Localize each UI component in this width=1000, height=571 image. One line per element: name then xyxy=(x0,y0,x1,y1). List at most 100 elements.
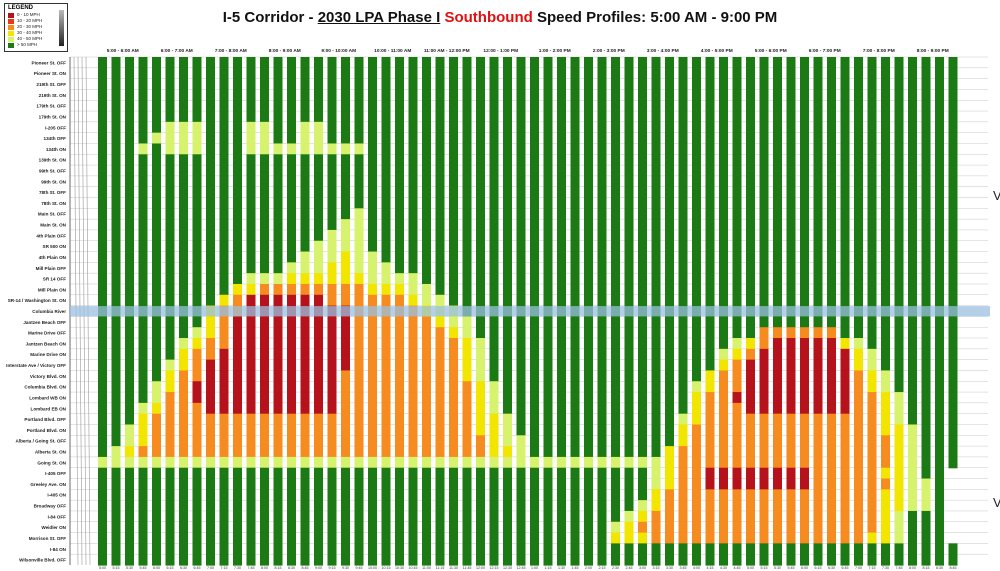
speed-cell xyxy=(665,521,674,534)
speed-cell xyxy=(530,175,539,188)
speed-cell xyxy=(408,100,418,112)
speed-cell xyxy=(665,338,674,350)
speed-cell xyxy=(759,208,769,220)
speed-cell xyxy=(881,327,890,339)
speed-cell xyxy=(476,381,485,393)
speed-cell xyxy=(273,554,283,566)
speed-cell xyxy=(233,175,242,188)
speed-cell xyxy=(732,294,742,307)
speed-cell xyxy=(395,338,404,350)
speed-cell xyxy=(516,251,526,263)
speed-cell xyxy=(854,456,863,469)
speed-cell xyxy=(719,67,728,80)
speed-cell xyxy=(395,316,404,328)
speed-cell xyxy=(773,262,782,274)
speed-cell xyxy=(854,165,863,177)
speed-cell xyxy=(908,100,917,112)
speed-cell xyxy=(179,143,188,155)
speed-cell xyxy=(314,111,323,123)
speed-cell xyxy=(638,402,647,415)
speed-cell xyxy=(854,392,863,404)
speed-cell xyxy=(327,467,337,480)
speed-cell xyxy=(476,208,485,220)
hour-label: 5:00 - 6:00 PM xyxy=(755,48,787,54)
speed-cell xyxy=(260,229,269,242)
speed-cell xyxy=(219,392,229,404)
speed-cell xyxy=(435,402,445,415)
speed-cell xyxy=(705,165,715,177)
speed-cell xyxy=(165,359,175,372)
speed-cell xyxy=(665,186,674,199)
speed-cell xyxy=(840,121,850,134)
interval-label: 6:15 xyxy=(815,566,822,570)
speed-cell xyxy=(867,57,877,69)
speed-cell xyxy=(435,132,445,145)
speed-cell xyxy=(408,392,418,404)
speed-cell xyxy=(746,370,755,382)
speed-cell xyxy=(368,111,377,123)
speed-cell xyxy=(449,57,458,69)
speed-cell xyxy=(381,413,391,426)
speed-cell xyxy=(408,273,418,285)
speed-cell xyxy=(179,327,188,339)
interval-label: 4:30 xyxy=(720,566,727,570)
speed-cell xyxy=(705,413,715,426)
speed-cell xyxy=(597,154,607,166)
speed-cell xyxy=(111,370,121,382)
speed-cell xyxy=(152,89,161,101)
speed-cell xyxy=(773,89,782,101)
speed-cell xyxy=(746,348,755,361)
speed-cell xyxy=(462,67,472,80)
speed-cell xyxy=(260,467,269,480)
speed-cell xyxy=(462,381,472,393)
speed-cell xyxy=(354,521,364,534)
speed-cell xyxy=(462,435,472,447)
speed-cell xyxy=(759,294,769,307)
speed-cell xyxy=(530,521,539,534)
speed-cell xyxy=(192,57,202,69)
speed-cell xyxy=(327,197,337,209)
speed-cell xyxy=(665,121,674,134)
speed-cell xyxy=(260,219,269,231)
interval-label: 11:00 xyxy=(422,566,431,570)
speed-cell xyxy=(489,521,499,534)
speed-cell xyxy=(530,327,539,339)
speed-cell xyxy=(867,78,877,91)
speed-cell xyxy=(111,197,121,209)
speed-cell xyxy=(489,78,499,91)
speed-cell xyxy=(233,78,242,91)
speed-cell xyxy=(705,392,715,404)
speed-cell xyxy=(867,132,877,145)
speed-cell xyxy=(678,100,688,112)
speed-cell xyxy=(354,327,364,339)
speed-cell xyxy=(557,78,566,91)
interval-label: 1:15 xyxy=(545,566,552,570)
speed-cell xyxy=(381,67,391,80)
speed-cell xyxy=(206,446,215,458)
speed-cell xyxy=(260,435,269,447)
scroll-marker-top: V xyxy=(993,188,1000,203)
speed-cell xyxy=(597,100,607,112)
speed-cell xyxy=(314,521,323,534)
speed-cell xyxy=(192,554,202,566)
speed-cell xyxy=(773,327,782,339)
speed-cell xyxy=(624,338,634,350)
speed-cell xyxy=(570,89,580,101)
speed-cell xyxy=(449,229,458,242)
speed-cell xyxy=(327,143,337,155)
speed-cell xyxy=(746,456,755,469)
speed-cell xyxy=(287,283,296,296)
speed-cell xyxy=(246,338,256,350)
speed-cell xyxy=(759,435,769,447)
speed-cell xyxy=(638,143,647,155)
speed-cell xyxy=(449,446,458,458)
speed-cell xyxy=(705,348,715,361)
speed-cell xyxy=(719,283,728,296)
speed-cell xyxy=(462,370,472,382)
speed-cell xyxy=(354,316,364,328)
speed-cell xyxy=(98,510,107,523)
interval-label: 12:45 xyxy=(517,566,526,570)
speed-cell xyxy=(921,456,931,469)
speed-cell xyxy=(881,446,890,458)
speed-cell xyxy=(935,316,944,328)
